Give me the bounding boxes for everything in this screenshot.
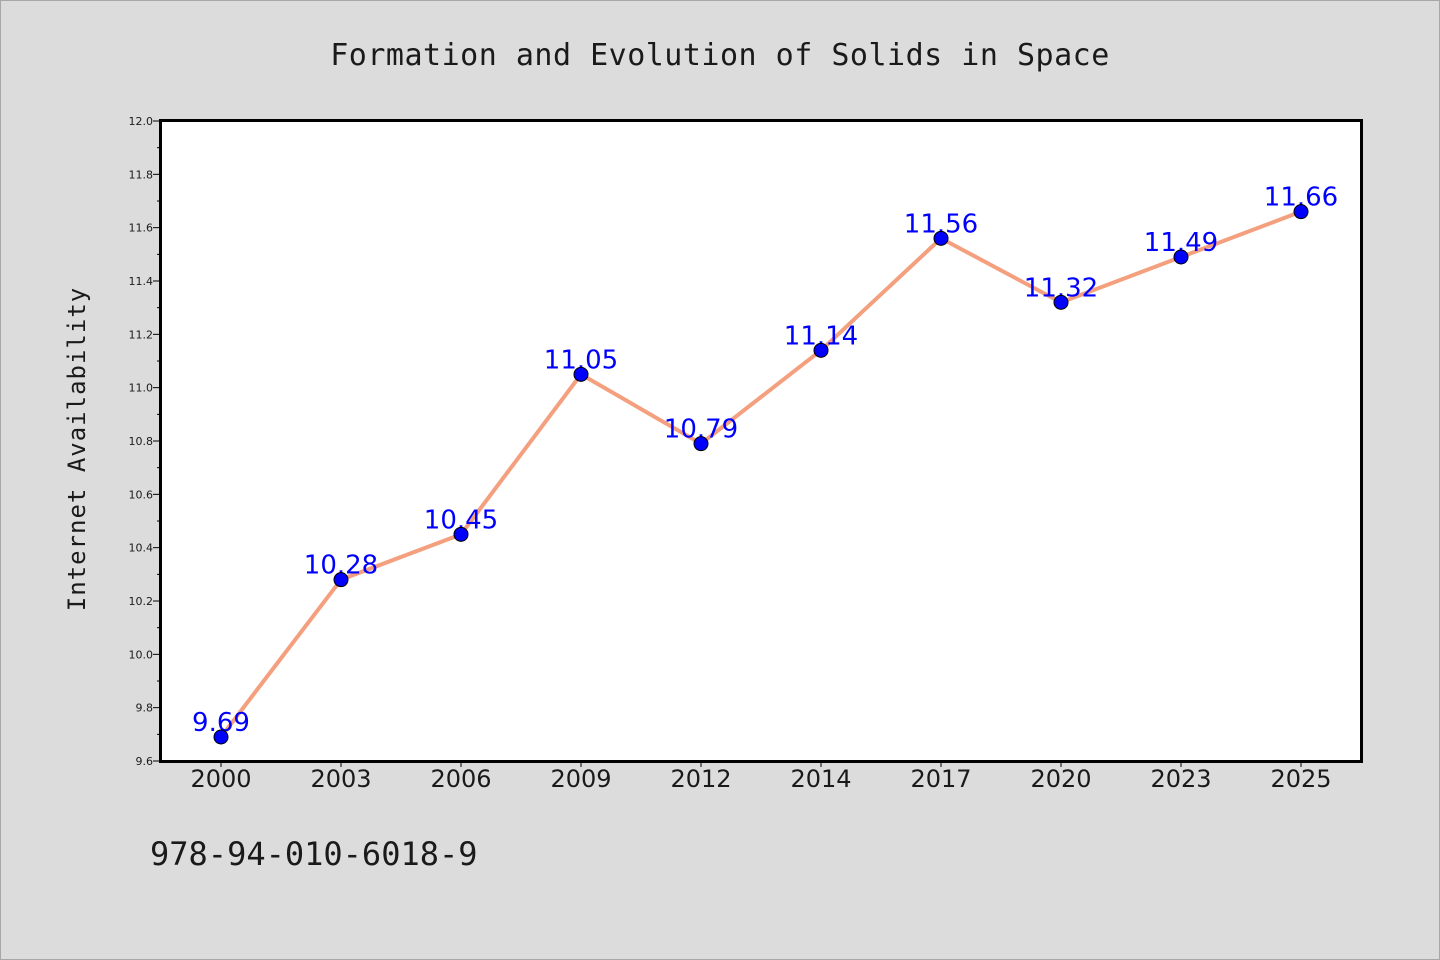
y-tick-label: 11.0 [129,382,154,395]
x-tick-label: 2009 [550,765,611,793]
y-tick-label: 12.0 [129,115,154,128]
y-tick-label: 9.8 [136,702,154,715]
y-tick-label: 9.6 [136,755,154,768]
data-point-marker [213,729,229,745]
chart-title: Formation and Evolution of Solids in Spa… [330,38,1110,73]
series-line-group [219,209,1303,739]
isbn-text: 978-94-010-6018-9 [150,835,478,873]
series-markers [213,204,1309,745]
y-axis-label: Internet Availability [63,287,91,611]
data-point-marker [693,436,709,452]
series-line [219,209,1303,739]
data-point-marker [573,366,589,382]
y-tick-label: 10.0 [129,648,154,661]
x-tick-label: 2012 [670,765,731,793]
y-tick-label: 10.6 [129,488,154,501]
y-tick-label: 11.4 [129,275,154,288]
x-tick-label: 2014 [790,765,851,793]
data-point-marker [1293,204,1309,220]
y-tick-label: 10.2 [129,595,154,608]
data-point-marker [333,572,349,588]
data-point-marker [933,230,949,246]
x-tick-label: 2006 [430,765,491,793]
data-point-marker [813,342,829,358]
x-tick-label: 2025 [1270,765,1331,793]
y-tick-label: 10.4 [129,542,154,555]
plot-area [159,119,1363,763]
x-tick-label: 2000 [190,765,251,793]
y-tick-label: 11.8 [129,168,154,181]
data-point-marker [453,526,469,542]
x-tick-label: 2020 [1030,765,1091,793]
x-axis-ticks: 2000 2003 2006 2009 2012 2014 2017 2020 2023 2025 [190,761,1332,793]
y-tick-label: 10.8 [129,435,154,448]
y-tick-label: 11.2 [129,328,154,341]
data-point-marker [1173,249,1189,265]
data-point-marker [1053,294,1069,310]
x-tick-label: 2017 [910,765,971,793]
y-tick-label: 11.6 [129,222,154,235]
x-tick-label: 2023 [1150,765,1211,793]
x-tick-label: 2003 [310,765,371,793]
y-axis-ticks: 9.6 9.8 10.0 10.2 10.4 10.6 10.8 11.0 11.2 11.4 11… [129,115,161,768]
